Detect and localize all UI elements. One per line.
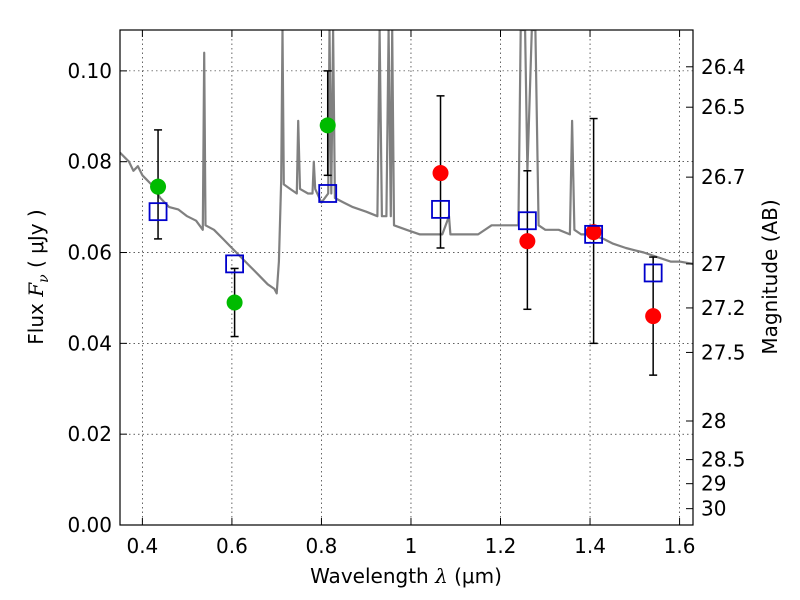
model-point [225,254,245,274]
model-point [318,184,338,203]
y2-tick-label: 26.4 [701,55,746,79]
x-tick-label: 0.6 [216,534,248,558]
y-tick-label: 0.06 [67,241,112,265]
y2-tick-label: 28.5 [701,448,746,472]
y-tick-label: 0.10 [67,59,112,83]
y2-axis-title: Magnitude (AB) [758,199,782,354]
y-tick-label: 0.04 [67,331,112,355]
model-point [517,211,537,231]
observed-point [519,233,536,250]
y2-tick-label: 26.5 [701,95,746,119]
observed-point [432,165,449,182]
model-spectrum-layer [120,30,693,295]
observed-point [319,117,336,134]
observed-point [645,308,662,325]
model-point [431,199,450,219]
model-point [643,263,663,283]
axis-ticks [120,30,693,526]
x-tick-label: 1.2 [485,534,517,558]
grid [120,30,693,526]
error-bars-layer [154,70,658,376]
y2-tick-label: 27 [701,252,726,276]
y2-tick-label: 27.5 [701,340,746,364]
plot-frame [119,29,694,526]
model-point [584,224,604,244]
x-tick-label: 1 [405,534,418,558]
model-points-layer [148,184,663,283]
observed-point [585,224,602,241]
y2-tick-label: 30 [701,497,726,521]
model-point [148,202,168,222]
y-tick-label: 0.08 [67,150,112,174]
x-tick-label: 0.4 [126,534,158,558]
y-tick-label: 0.02 [67,422,112,446]
y2-tick-label: 28 [701,409,726,433]
x-axis-title: Wavelength λ (μm) [310,564,502,588]
x-tick-label: 1.4 [574,534,606,558]
y2-tick-label: 29 [701,472,726,496]
observed-points-layer [150,117,662,325]
x-tick-label: 0.8 [306,534,338,558]
y-axis-title: Flux Fν ( μJy ) [24,209,52,344]
observed-point [226,294,243,311]
observed-point [150,178,167,195]
model-spectrum-line [120,30,693,295]
x-tick-label: 1.6 [664,534,696,558]
tick-labels: 0.4 0.6 0.8 1 1.2 1.4 1.6 0.00 0.02 0.04 0.06 0.08 0… [67,55,745,558]
y2-tick-label: 27.2 [701,296,746,320]
y-tick-label: 0.00 [67,513,112,537]
y2-tick-label: 26.7 [701,165,746,189]
